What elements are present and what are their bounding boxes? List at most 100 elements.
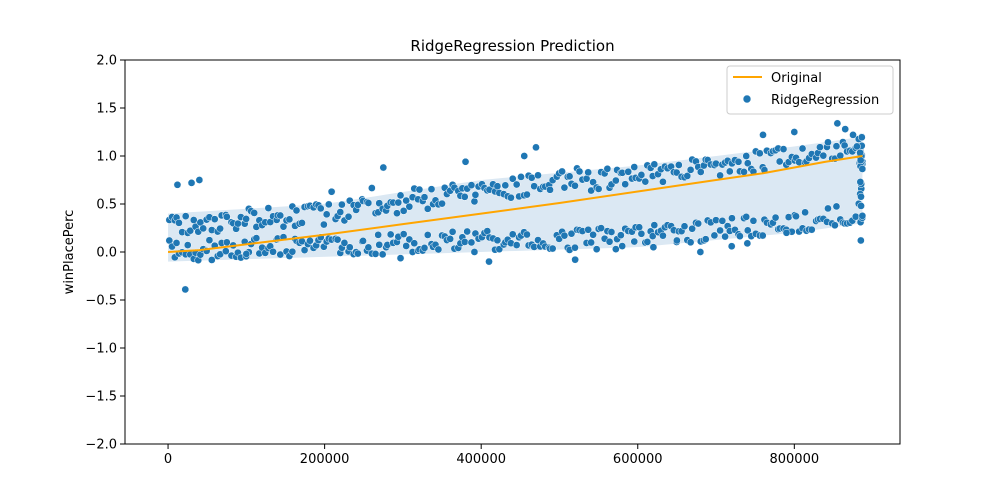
scatter-outlier-point: [782, 228, 791, 237]
scatter-point: [734, 157, 743, 166]
scatter-point: [718, 217, 727, 225]
scatter-point: [276, 211, 285, 220]
scatter-outlier-point: [461, 157, 470, 166]
scatter-point: [589, 178, 597, 186]
scatter-point: [832, 202, 841, 211]
scatter-point: [501, 181, 510, 190]
scatter-point: [434, 245, 443, 254]
scatter-point: [199, 224, 208, 233]
scatter-point: [630, 163, 639, 171]
scatter-point: [582, 174, 591, 183]
scatter-point: [742, 152, 751, 160]
scatter-outlier-point: [649, 243, 658, 252]
scatter-point: [279, 222, 288, 231]
scatter-point: [460, 192, 469, 201]
scatter-point: [394, 198, 403, 207]
scatter-point: [856, 156, 865, 165]
scatter-point: [635, 223, 644, 232]
scatter-outlier-point: [181, 285, 190, 294]
y-axis-label: winPlacePerc: [62, 210, 77, 295]
scatter-point: [592, 245, 601, 254]
scatter-point: [567, 229, 576, 238]
scatter-point: [603, 164, 612, 173]
original-line: [167, 155, 863, 253]
scatter-outlier-point: [727, 242, 736, 251]
scatter-outlier-point: [673, 236, 681, 245]
scatter-point: [584, 225, 593, 234]
legend: Original RidgeRegression: [726, 65, 894, 115]
scatter-point: [438, 199, 446, 208]
y-tick-label: 0.5: [96, 198, 117, 213]
scatter-point: [264, 204, 273, 212]
scatter-point: [189, 216, 198, 224]
scatter-point: [758, 231, 767, 240]
y-tick-label: 1.0: [96, 150, 117, 165]
scatter-point: [410, 239, 419, 248]
scatter-point: [749, 216, 758, 225]
scatter-point: [856, 178, 865, 186]
y-tick-label: −1.0: [85, 342, 117, 357]
scatter-point: [320, 220, 328, 229]
scatter-point: [560, 183, 569, 192]
scatter-point: [402, 196, 411, 205]
scatter-point: [621, 180, 630, 189]
scatter-point: [371, 250, 380, 258]
scatter-point: [423, 231, 432, 239]
scatter-point: [650, 221, 659, 229]
scatter-point: [463, 227, 472, 236]
scatter-point: [359, 237, 367, 245]
scatter-point: [816, 143, 824, 152]
scatter-point: [354, 201, 362, 209]
scatter-point: [324, 200, 333, 209]
x-tick-label: 0: [164, 452, 172, 467]
x-tick-label: 600000: [613, 452, 663, 467]
scatter-point: [575, 167, 584, 176]
scatter-point: [285, 215, 294, 224]
y-tick-label: −1.5: [85, 390, 117, 405]
scatter-point: [637, 171, 646, 179]
scatter-point: [306, 236, 314, 245]
scatter-point: [618, 242, 627, 250]
scatter-point: [728, 214, 736, 223]
scatter-point: [523, 230, 531, 239]
scatter-point: [824, 204, 832, 213]
chart-title: RidgeRegression Prediction: [410, 37, 614, 55]
scatter-point: [402, 242, 411, 250]
scatter-point: [210, 215, 219, 224]
scatter-outlier-point: [849, 131, 857, 139]
scatter-point: [242, 215, 250, 223]
scatter-point: [597, 224, 605, 232]
scatter-point: [824, 138, 832, 147]
scatter-point: [396, 254, 405, 263]
scatter-point: [420, 193, 429, 202]
scatter-point: [721, 232, 729, 241]
scatter-point: [701, 235, 710, 244]
scatter-point: [345, 243, 354, 252]
scatter-point: [694, 219, 703, 228]
scatter-point: [420, 244, 429, 252]
scatter-point: [316, 204, 325, 213]
scatter-point: [399, 206, 408, 215]
scatter-point: [336, 208, 345, 216]
scatter-point: [375, 240, 384, 249]
scatter-point: [856, 148, 864, 157]
scatter-point: [771, 213, 780, 222]
scatter-point: [807, 225, 816, 234]
scatter-point: [650, 160, 659, 169]
scatter-point: [571, 243, 579, 252]
scatter-point: [716, 226, 724, 235]
scatter-point: [222, 238, 231, 247]
scatter-point: [565, 172, 574, 181]
scatter-point: [175, 219, 183, 227]
scatter-point: [340, 239, 349, 247]
scatter-point: [354, 249, 362, 258]
scatter-point: [607, 228, 616, 236]
scatter-point: [427, 185, 436, 194]
scatter-point: [688, 224, 697, 233]
scatter-point: [327, 187, 336, 196]
scatter-point: [558, 167, 566, 176]
scatter-point: [686, 166, 695, 174]
scatter-point: [252, 234, 261, 242]
scatter-point: [534, 171, 542, 180]
scatter-point: [364, 199, 373, 207]
